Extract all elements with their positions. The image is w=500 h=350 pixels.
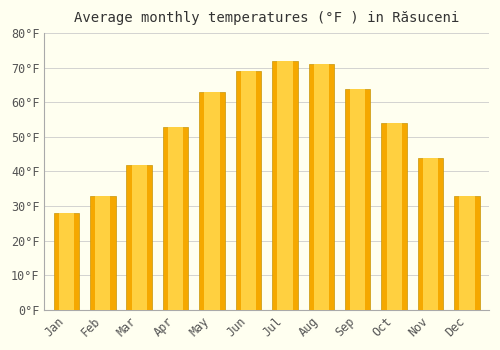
Bar xyxy=(58,213,74,310)
Bar xyxy=(168,127,184,310)
Bar xyxy=(90,196,116,310)
Bar xyxy=(314,64,329,310)
Bar xyxy=(423,158,438,310)
Bar xyxy=(236,71,261,310)
Bar xyxy=(386,123,402,310)
Bar xyxy=(460,196,474,310)
Bar xyxy=(241,71,256,310)
Bar xyxy=(204,92,220,310)
Bar xyxy=(350,89,366,310)
Bar xyxy=(200,92,225,310)
Bar xyxy=(163,127,188,310)
Bar xyxy=(54,213,79,310)
Bar xyxy=(132,164,147,310)
Bar xyxy=(308,64,334,310)
Bar xyxy=(126,164,152,310)
Title: Average monthly temperatures (°F ) in Răsuceni: Average monthly temperatures (°F ) in Ră… xyxy=(74,11,460,25)
Bar xyxy=(454,196,480,310)
Bar xyxy=(95,196,110,310)
Bar xyxy=(345,89,370,310)
Bar xyxy=(272,61,297,310)
Bar xyxy=(418,158,444,310)
Bar xyxy=(382,123,407,310)
Bar xyxy=(277,61,292,310)
